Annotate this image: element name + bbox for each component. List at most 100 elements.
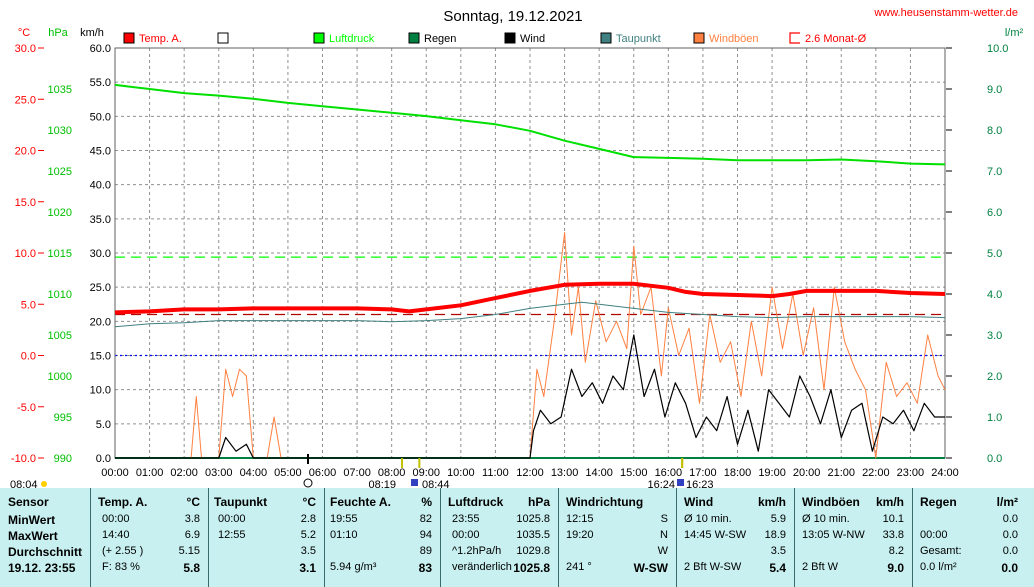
stats-feuchte-detail: 19:55 (330, 513, 358, 525)
rain-tick-label: 10.0 (987, 43, 1008, 55)
legend-label: Windböen (709, 33, 759, 45)
x-tick-label: 17:00 (689, 467, 717, 479)
x-tick-label: 08:00 (378, 467, 406, 479)
x-tick-label: 23:00 (897, 467, 925, 479)
stats-regen-value: 0.0 (1002, 545, 1018, 557)
wind-tick-label: 30.0 (90, 248, 111, 260)
temp-tick-label: 5.0 (21, 299, 36, 311)
stats-windrichtung-detail: 12:15 (566, 513, 594, 525)
stats-temp-header: Temp. A. (98, 495, 148, 509)
website-link[interactable]: www.heusenstamm-wetter.de (873, 7, 1018, 19)
stats-windboen-detail: Ø 10 min. (802, 513, 850, 525)
wind-tick-label: 5.0 (96, 419, 111, 431)
stats-luftdruck-unit: hPa (527, 495, 550, 509)
rain-tick-label: 4.0 (987, 289, 1002, 301)
stats-wind-detail: 14:45 W-SW (684, 529, 747, 541)
stats-temp-detail: (+ 2.55 ) (102, 545, 144, 557)
pressure-tick-label: 1020 (48, 207, 72, 219)
x-tick-label: 06:00 (309, 467, 337, 479)
wind-tick-label: 55.0 (90, 77, 111, 89)
stats-feuchte-header: Feuchte A. (330, 495, 391, 509)
temp-tick-label: -5.0 (17, 402, 36, 414)
stats-temp-detail: 00:00 (102, 513, 130, 525)
stats-windrichtung-value: W (657, 545, 668, 557)
x-tick-label: 07:00 (343, 467, 371, 479)
wind-tick-label: 35.0 (90, 214, 111, 226)
sun-icon (41, 481, 47, 487)
chart-series (114, 83, 946, 459)
stats-taupunkt-column: Taupunkt °C 00:00 2.8 12:55 5.2 3.5 3.1 (208, 488, 324, 587)
axis-unit-pressure: hPa (48, 27, 68, 39)
legend-marker (693, 32, 705, 44)
stats-wind-value: 18.9 (764, 529, 786, 541)
stats-regen-detail: 0.0 l/m² (920, 561, 957, 573)
stats-taupunkt-header: Taupunkt (214, 495, 268, 509)
stats-taupunkt-unit: °C (302, 495, 316, 509)
series-line (114, 281, 946, 315)
x-tick-label: 18:00 (724, 467, 752, 479)
temp-tick-label: -10.0 (11, 453, 36, 465)
stats-wind-value: 3.5 (770, 545, 786, 557)
stats-windrichtung-value: W-SW (633, 561, 668, 575)
stats-separator (208, 488, 209, 587)
x-tick-label: 00:00 (101, 467, 129, 479)
pressure-tick-label: 1005 (48, 330, 72, 342)
x-tick-label: 14:00 (585, 467, 613, 479)
stats-luftdruck-value: 1035.5 (516, 529, 550, 541)
wind-tick-label: 20.0 (90, 316, 111, 328)
sunrise-icon (411, 479, 418, 486)
stats-feuchte-column: Feuchte A.% 19:55 82 01:10 94 89 5.94 g/m³ 83 (324, 488, 440, 587)
stats-temp-value: 6.9 (184, 529, 200, 541)
stats-separator (794, 488, 795, 587)
legend-label: Luftdruck (329, 33, 375, 45)
x-tick-label: 03:00 (205, 467, 233, 479)
pressure-tick-label: 1030 (48, 125, 72, 137)
time-marker-label: 16:23 (686, 479, 714, 488)
statistics-panel: Sensor MinWert MaxWert Durchschnitt 19.1… (0, 488, 1034, 587)
weather-chart: Sonntag, 19.12.2021 www.heusenstamm-wett… (0, 0, 1034, 488)
stats-luftdruck-detail: 00:00 (452, 529, 480, 541)
stats-regen-header: Regen (920, 495, 957, 509)
x-tick-label: 01:00 (136, 467, 164, 479)
stats-windboen-detail: 13:05 W-NW (802, 529, 865, 541)
chart-background (0, 0, 1034, 488)
series-line (114, 83, 946, 166)
stats-wind-unit: km/h (757, 495, 786, 509)
stats-regen-value: 0.0 (1002, 513, 1018, 525)
stats-windrichtung-value: S (660, 513, 668, 525)
stats-temp-value: 5.15 (178, 545, 200, 557)
time-marker-label: 08:19 (368, 479, 396, 488)
pressure-tick-label: 1000 (48, 371, 72, 383)
stats-windrichtung-header: Windrichtung (566, 495, 644, 509)
stats-windboen-column: Windböen km/h Ø 10 min. 10.1 13:05 W-NW 33.8 8… (796, 488, 912, 587)
wind-tick-label: 10.0 (90, 385, 111, 397)
legend-marker (408, 32, 420, 44)
stats-separator (912, 488, 913, 587)
temp-tick-label: 20.0 (15, 146, 36, 158)
stats-taupunkt-value: 2.8 (300, 513, 316, 525)
stats-windboen-value: 8.2 (888, 545, 904, 557)
wind-tick-label: 15.0 (90, 351, 111, 363)
legend-marker (123, 32, 135, 44)
series-line (115, 334, 945, 459)
legend-label: Regen (424, 33, 456, 45)
stats-luftdruck-column: Luftdruck hPa 23:55 1025.8 00:00 1035.5 ^1.2hP… (442, 488, 558, 587)
legend-marker (217, 32, 229, 44)
sunset-icon (677, 479, 684, 486)
time-markers: 08:04 08:19 08:44 16:24 16:23 (10, 454, 714, 488)
stats-feuchte-unit: % (421, 495, 432, 509)
moon-icon (303, 478, 313, 488)
chart-legend: Temp. A. Luftdruck Regen Wind Taupunkt Windbö… (123, 32, 867, 45)
stats-regen-detail: Gesamt: (920, 545, 962, 557)
stats-temp-unit: °C (186, 495, 200, 509)
chart-title: Sonntag, 19.12.2021 (443, 8, 582, 25)
pressure-tick-label: 990 (54, 453, 72, 465)
stats-separator (558, 488, 559, 587)
stats-luftdruck-value: 1029.8 (516, 545, 550, 557)
axis-unit-wind: km/h (80, 27, 104, 39)
stats-luftdruck-detail: 23:55 (452, 513, 480, 525)
rain-tick-label: 6.0 (987, 207, 1002, 219)
stats-separator (676, 488, 677, 587)
stats-wind-header: Wind (684, 495, 714, 509)
x-tick-label: 11:00 (482, 467, 509, 479)
